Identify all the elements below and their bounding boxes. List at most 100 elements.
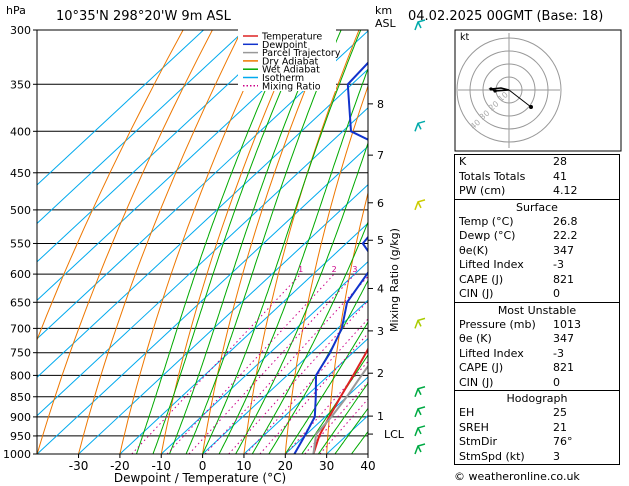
pressure-tick-label: 650 [10, 296, 31, 309]
index-value: 28 [553, 155, 567, 168]
wet-adiabat-line [135, 30, 293, 454]
legend-label: Temperature [261, 32, 322, 43]
x-axis-label: Dewpoint / Temperature (°C) [114, 471, 286, 485]
dry-adiabat-line [202, 30, 331, 454]
height-tick-label: 3 [377, 325, 384, 338]
mixing-ratio-label: 8 [406, 265, 411, 274]
index-label: θe(K) [459, 243, 489, 257]
dry-adiabat-line [37, 30, 213, 454]
storm-motion-vector [508, 89, 532, 108]
wet-adiabat-line [169, 30, 324, 454]
pressure-tick-label: 850 [10, 391, 31, 404]
index-row-k: K 28 [455, 155, 619, 170]
index-row-totals: Totals Totals 41 [455, 170, 619, 185]
height-tick-label: 7 [377, 149, 384, 162]
mixing-ratio-line [304, 381, 368, 454]
mixing-ratio-label: 2 [332, 265, 337, 274]
isotherm-line [37, 30, 368, 340]
index-value: 347 [553, 332, 574, 345]
section-title: Most Unstable [497, 303, 577, 317]
temperature-tick-label: 30 [319, 459, 334, 473]
wet-adiabat-line [268, 279, 368, 454]
parcel-trajectory-line [312, 364, 368, 454]
surface-row: Dewp (°C) 22.2 [455, 229, 619, 244]
mu-row: CIN (J) 0 [455, 376, 619, 391]
wind-barb-flag [417, 201, 422, 209]
dewpoint-line [293, 61, 368, 454]
index-value: 347 [553, 243, 574, 257]
pressure-tick-label: 950 [10, 430, 31, 443]
height-unit-label: km [375, 4, 392, 17]
pressure-tick-label: 450 [10, 167, 31, 180]
plot-area: 1 2 3 4 8 8 10 15 20 25 [37, 30, 451, 454]
pressure-tick-label: 300 [10, 24, 31, 37]
wet-adiabat-line [301, 354, 368, 454]
mixing-ratio-line [204, 275, 368, 454]
mixing-ratio-line [245, 318, 368, 454]
pressure-unit-label: hPa [6, 4, 26, 17]
mu-row: Lifted Index -3 [455, 347, 619, 362]
index-value: 76° [553, 435, 573, 448]
height-tick-label: 2 [377, 367, 384, 380]
index-label: θe (K) [459, 332, 492, 345]
index-label: Lifted Index [459, 346, 524, 360]
height-tick-label: 8 [377, 98, 384, 111]
temperature-line [312, 346, 368, 454]
wind-barb-flag [417, 388, 422, 396]
surface-row: CAPE (J) 821 [455, 273, 619, 288]
wet-adiabat-line [202, 30, 362, 454]
height-tick-label: 1 [377, 410, 384, 423]
plot-frame [36, 29, 369, 455]
wind-barb-flag [417, 427, 422, 435]
basic-indices: K 28 Totals Totals 41 PW (cm) 4.12 [454, 154, 620, 200]
credit-label: © weatheronline.co.uk [454, 470, 580, 483]
isotherm-line [37, 30, 328, 302]
isotherm-line [37, 30, 287, 263]
index-value: 821 [553, 361, 574, 374]
legend-label: Dry Adiabat [262, 56, 319, 67]
dry-adiabat-line [78, 30, 243, 454]
storm-motion-point [529, 105, 533, 109]
wet-adiabat-line [334, 407, 368, 454]
index-value: 41 [553, 169, 567, 183]
location-label: 10°35'N 298°20'W 9m ASL [56, 9, 232, 24]
isotherm-line [243, 337, 368, 454]
mixing-ratio-line [259, 332, 368, 454]
pressure-tick-label: 500 [10, 204, 31, 217]
temperature-tick-label: 10 [236, 459, 251, 473]
legend-label: Parcel Trajectory [262, 48, 341, 59]
index-row-pw: PW (cm) 4.12 [455, 184, 619, 199]
index-label: Totals Totals [459, 169, 526, 183]
index-value: 25 [553, 406, 567, 419]
hodo-row: StmSpd (kt) 3 [455, 450, 619, 465]
mixing-ratio-line [319, 398, 368, 454]
index-value: 3 [553, 449, 560, 463]
mixing-ratio-label: 15 [441, 265, 451, 274]
index-label: StmDir [459, 435, 498, 448]
index-label: CAPE (J) [459, 361, 504, 374]
index-label: CIN (J) [459, 287, 494, 300]
mu-row: θe (K) 347 [455, 332, 619, 347]
surface-section: Surface Temp (°C) 26.8 Dewp (°C) 22.2 θe(K… [454, 199, 620, 303]
pressure-tick-label: 750 [10, 347, 31, 360]
temperature-tick-label: 0 [199, 459, 207, 473]
wind-barb-flag [417, 21, 422, 29]
hodograph-section: Hodograph EH 25 SREH 21 StmDir 76° StmSpd (… [454, 391, 620, 465]
mixing-ratio-label: 3 [352, 265, 357, 274]
isotherm-line [284, 376, 368, 454]
height-unit-label-asl: ASL [375, 17, 397, 30]
pressure-tick-label: 700 [10, 322, 31, 335]
isotherm-line [202, 299, 368, 454]
height-tick-label: 4 [377, 282, 384, 295]
wind-barb-flag [417, 445, 422, 453]
index-label: PW (cm) [459, 184, 506, 197]
isotherm-line [37, 145, 368, 454]
isotherm-line [78, 184, 368, 454]
surface-row: CIN (J) 0 [455, 287, 619, 302]
index-value: 22.2 [553, 229, 578, 242]
pressure-axis: 300 350 400 450 500 550 600 650 700 750 800 850 900 9… [3, 24, 37, 461]
lcl-label: LCL [384, 428, 405, 441]
wet-adiabat-line [235, 141, 368, 454]
index-value: 0 [553, 375, 560, 389]
